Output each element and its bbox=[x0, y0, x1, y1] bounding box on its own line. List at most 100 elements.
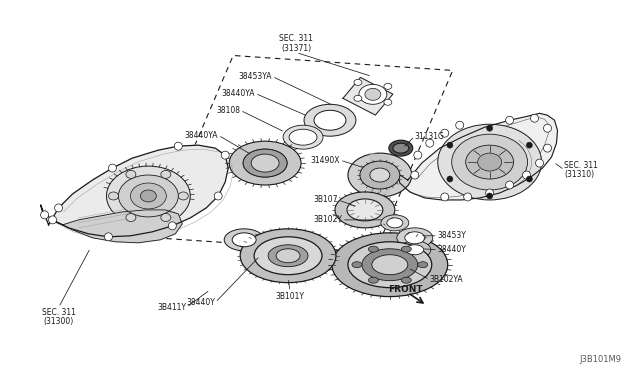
Ellipse shape bbox=[352, 262, 362, 268]
Ellipse shape bbox=[441, 129, 449, 137]
Text: 38440YA: 38440YA bbox=[221, 89, 255, 98]
Polygon shape bbox=[40, 145, 228, 237]
Ellipse shape bbox=[464, 193, 472, 201]
Ellipse shape bbox=[161, 170, 171, 179]
Ellipse shape bbox=[365, 89, 381, 100]
Ellipse shape bbox=[224, 229, 264, 251]
Ellipse shape bbox=[486, 125, 493, 131]
Ellipse shape bbox=[477, 153, 502, 171]
Text: 3B411Y: 3B411Y bbox=[157, 303, 186, 312]
Ellipse shape bbox=[426, 139, 434, 147]
Ellipse shape bbox=[369, 277, 378, 283]
Ellipse shape bbox=[347, 199, 383, 221]
Ellipse shape bbox=[104, 233, 113, 241]
Text: 38108: 38108 bbox=[216, 106, 240, 115]
Ellipse shape bbox=[456, 121, 464, 129]
Ellipse shape bbox=[359, 84, 387, 104]
Ellipse shape bbox=[438, 124, 541, 200]
Text: 3B101Y: 3B101Y bbox=[276, 292, 305, 301]
Ellipse shape bbox=[411, 171, 419, 179]
Polygon shape bbox=[398, 113, 557, 200]
Ellipse shape bbox=[447, 176, 453, 182]
Ellipse shape bbox=[240, 229, 336, 283]
Ellipse shape bbox=[126, 214, 136, 221]
Ellipse shape bbox=[486, 193, 493, 199]
Ellipse shape bbox=[126, 170, 136, 179]
Ellipse shape bbox=[543, 124, 552, 132]
Text: SEC. 311
(31300): SEC. 311 (31300) bbox=[42, 308, 76, 326]
Ellipse shape bbox=[49, 216, 56, 224]
Ellipse shape bbox=[405, 232, 425, 244]
Ellipse shape bbox=[369, 246, 378, 252]
Ellipse shape bbox=[452, 134, 527, 190]
Text: 38453YA: 38453YA bbox=[239, 72, 272, 81]
Ellipse shape bbox=[40, 211, 49, 219]
Ellipse shape bbox=[251, 154, 279, 172]
Text: 38440Y: 38440Y bbox=[438, 245, 467, 254]
Text: 3B102YA: 3B102YA bbox=[430, 275, 463, 284]
Ellipse shape bbox=[543, 144, 552, 152]
Ellipse shape bbox=[221, 151, 229, 159]
Text: 3B107: 3B107 bbox=[314, 195, 338, 205]
Ellipse shape bbox=[506, 181, 513, 189]
Text: 38453Y: 38453Y bbox=[438, 231, 467, 240]
Ellipse shape bbox=[406, 245, 424, 255]
Ellipse shape bbox=[348, 242, 432, 288]
Text: 38440YA: 38440YA bbox=[185, 131, 218, 140]
Ellipse shape bbox=[418, 262, 428, 268]
Polygon shape bbox=[343, 77, 393, 115]
Ellipse shape bbox=[370, 168, 390, 182]
Ellipse shape bbox=[372, 255, 408, 275]
Ellipse shape bbox=[526, 142, 532, 148]
Ellipse shape bbox=[522, 171, 531, 179]
Ellipse shape bbox=[360, 161, 400, 189]
Ellipse shape bbox=[397, 228, 433, 248]
Ellipse shape bbox=[506, 116, 513, 124]
Ellipse shape bbox=[289, 129, 317, 145]
Ellipse shape bbox=[161, 214, 171, 221]
Ellipse shape bbox=[276, 249, 300, 263]
Ellipse shape bbox=[526, 176, 532, 182]
Ellipse shape bbox=[441, 193, 449, 201]
Ellipse shape bbox=[531, 114, 538, 122]
Ellipse shape bbox=[243, 149, 287, 177]
Ellipse shape bbox=[108, 164, 116, 172]
Ellipse shape bbox=[118, 175, 179, 217]
Ellipse shape bbox=[229, 141, 301, 185]
Ellipse shape bbox=[414, 151, 422, 159]
Ellipse shape bbox=[168, 222, 176, 230]
Ellipse shape bbox=[447, 142, 453, 148]
Ellipse shape bbox=[314, 110, 346, 130]
Ellipse shape bbox=[401, 246, 412, 252]
Ellipse shape bbox=[466, 145, 513, 179]
Text: FRONT: FRONT bbox=[388, 285, 422, 294]
Ellipse shape bbox=[174, 142, 182, 150]
Ellipse shape bbox=[354, 79, 362, 86]
Text: 38440Y: 38440Y bbox=[186, 298, 215, 307]
Ellipse shape bbox=[486, 189, 493, 197]
Ellipse shape bbox=[536, 159, 543, 167]
Ellipse shape bbox=[335, 192, 395, 228]
Ellipse shape bbox=[381, 215, 409, 231]
Polygon shape bbox=[56, 210, 182, 243]
Ellipse shape bbox=[254, 237, 322, 275]
Ellipse shape bbox=[384, 99, 392, 105]
Ellipse shape bbox=[54, 204, 63, 212]
Ellipse shape bbox=[354, 95, 362, 101]
Ellipse shape bbox=[232, 233, 256, 247]
Ellipse shape bbox=[384, 83, 392, 89]
Ellipse shape bbox=[393, 143, 409, 153]
Ellipse shape bbox=[348, 153, 412, 197]
Ellipse shape bbox=[108, 192, 118, 200]
Ellipse shape bbox=[131, 183, 166, 209]
Ellipse shape bbox=[106, 166, 190, 226]
Ellipse shape bbox=[243, 149, 287, 177]
Text: 3B102Y: 3B102Y bbox=[313, 215, 342, 224]
Text: J3B101M9: J3B101M9 bbox=[579, 355, 621, 364]
Text: SEC. 311
(31310): SEC. 311 (31310) bbox=[564, 161, 598, 179]
Ellipse shape bbox=[399, 241, 431, 259]
Ellipse shape bbox=[332, 233, 448, 296]
Ellipse shape bbox=[214, 192, 222, 200]
Text: SEC. 311
(31371): SEC. 311 (31371) bbox=[279, 34, 313, 52]
Ellipse shape bbox=[387, 218, 403, 228]
